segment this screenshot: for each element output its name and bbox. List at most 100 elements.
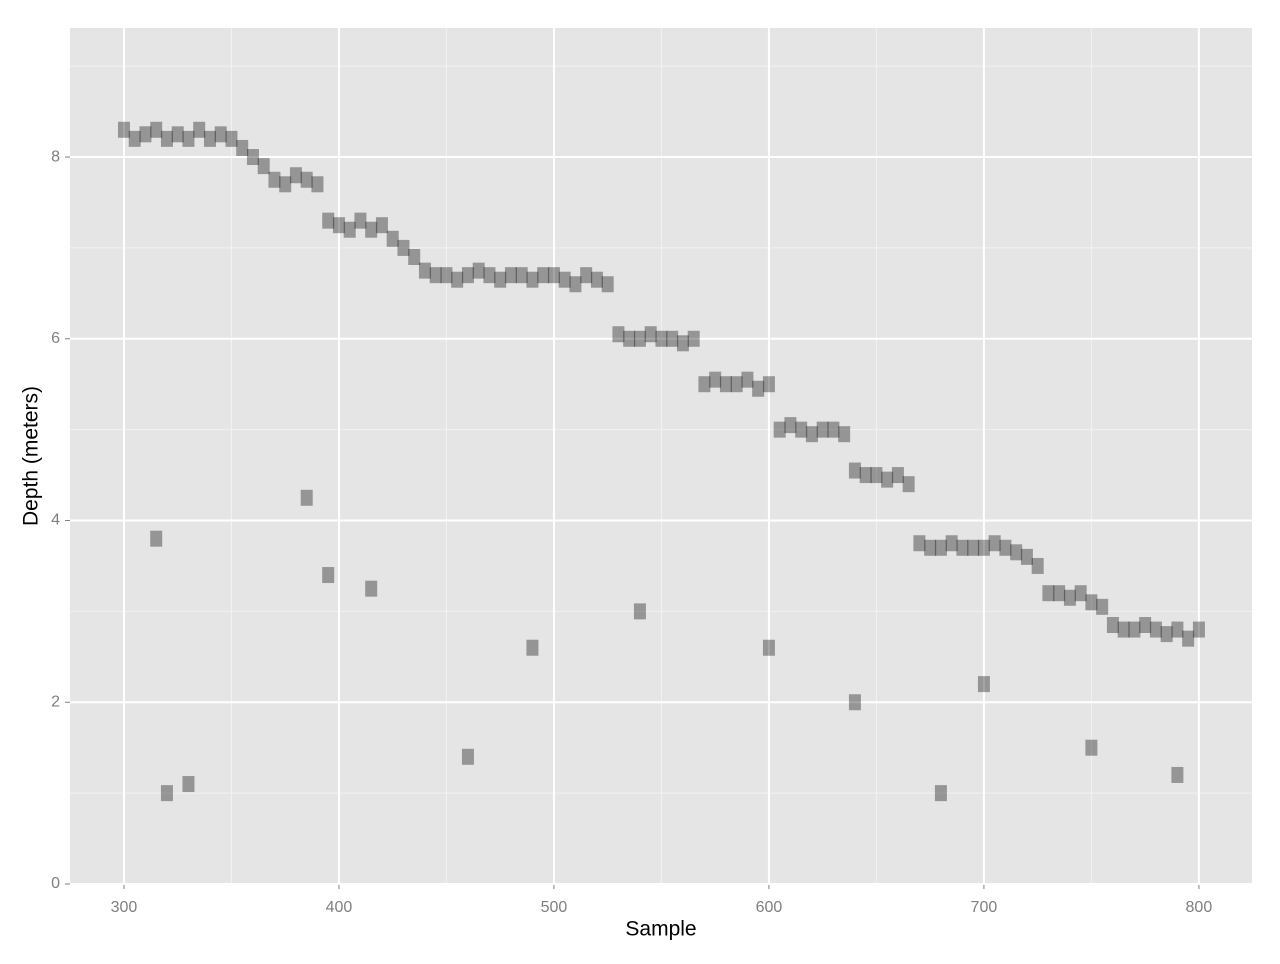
point [1096, 598, 1109, 615]
point [784, 417, 797, 434]
point [139, 126, 152, 143]
point [848, 462, 861, 479]
point [580, 267, 593, 284]
point [451, 271, 464, 288]
y-axis-title: Depth (meters) [20, 386, 43, 526]
point [504, 267, 517, 284]
point [601, 276, 614, 293]
point [537, 267, 550, 284]
point [1106, 617, 1119, 634]
y-tick-label: 2 [51, 693, 60, 710]
point [924, 539, 937, 556]
point [870, 467, 883, 484]
point [1031, 557, 1044, 574]
point [246, 149, 259, 166]
point [225, 130, 238, 147]
point [1020, 548, 1033, 565]
point [956, 539, 969, 556]
point [934, 539, 947, 556]
point [300, 171, 313, 188]
point [397, 239, 410, 256]
point [902, 476, 915, 493]
point [913, 535, 926, 552]
point [1149, 621, 1162, 638]
point [418, 262, 431, 279]
x-tick-label: 400 [326, 899, 353, 916]
point [633, 330, 646, 347]
point [709, 371, 722, 388]
point [160, 785, 173, 802]
point [160, 130, 173, 147]
point [999, 539, 1012, 556]
point [1171, 766, 1184, 783]
point [698, 376, 711, 393]
point [214, 126, 227, 143]
y-tick-label: 6 [51, 330, 60, 347]
point [322, 567, 335, 584]
point [461, 267, 474, 284]
point [1074, 585, 1087, 602]
point [236, 139, 249, 156]
point [526, 271, 539, 288]
point [300, 489, 313, 506]
point [977, 676, 990, 693]
point [1160, 626, 1173, 643]
point [644, 326, 657, 343]
point [365, 221, 378, 238]
point [988, 535, 1001, 552]
point [440, 267, 453, 284]
point [891, 467, 904, 484]
point [762, 376, 775, 393]
point [719, 376, 732, 393]
point [150, 121, 163, 138]
point [1085, 739, 1098, 756]
point [687, 330, 700, 347]
point [375, 217, 388, 234]
point [838, 426, 851, 443]
point [257, 158, 270, 175]
point [386, 230, 399, 247]
point [128, 130, 141, 147]
point [547, 267, 560, 284]
point [1139, 617, 1152, 634]
point [1010, 544, 1023, 561]
point [752, 380, 765, 397]
point [590, 271, 603, 288]
point [1117, 621, 1130, 638]
point [805, 426, 818, 443]
x-tick-label: 300 [111, 899, 138, 916]
point [1053, 585, 1066, 602]
x-tick-label: 500 [541, 899, 568, 916]
point [1182, 630, 1195, 647]
point [934, 785, 947, 802]
point [655, 330, 668, 347]
point [795, 421, 808, 438]
point [332, 217, 345, 234]
point [322, 212, 335, 229]
point [203, 130, 216, 147]
point [343, 221, 356, 238]
x-tick-label: 700 [971, 899, 998, 916]
point [1042, 585, 1055, 602]
point [483, 267, 496, 284]
point [515, 267, 528, 284]
point [623, 330, 636, 347]
point [1192, 621, 1205, 638]
point [612, 326, 625, 343]
point [1085, 594, 1098, 611]
point [676, 335, 689, 352]
point [279, 176, 292, 193]
point [311, 176, 324, 193]
point [1128, 621, 1141, 638]
x-axis-title: Sample [625, 918, 696, 941]
x-tick-label: 800 [1186, 899, 1213, 916]
y-tick-label: 8 [51, 148, 60, 165]
point [365, 580, 378, 597]
point [472, 262, 485, 279]
point [881, 471, 894, 488]
y-tick-label: 0 [51, 875, 60, 892]
point [193, 121, 206, 138]
point [171, 126, 184, 143]
point [967, 539, 980, 556]
